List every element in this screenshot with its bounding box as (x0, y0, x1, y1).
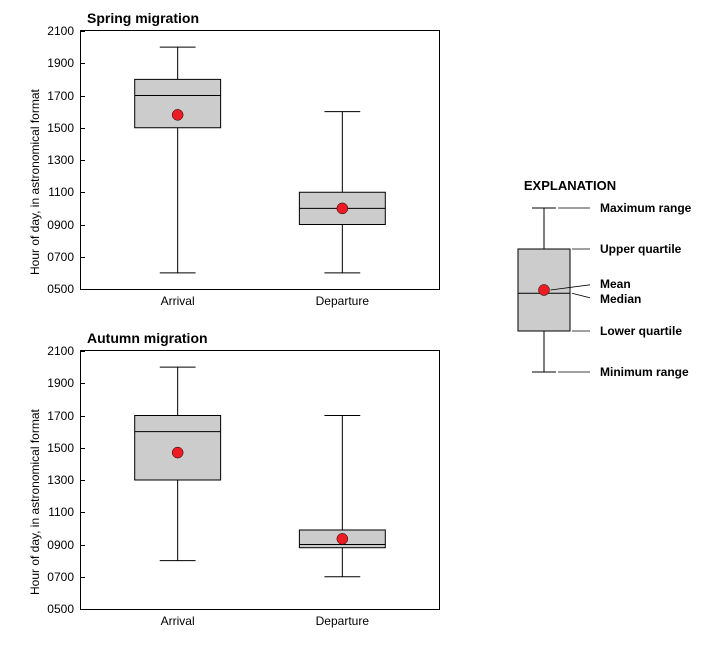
y-tick-label: 0500 (42, 282, 74, 296)
y-tick-mark (80, 512, 85, 513)
y-tick-mark (80, 609, 85, 610)
y-tick-mark (80, 192, 85, 193)
y-tick-label: 0900 (42, 538, 74, 552)
y-tick-label: 0900 (42, 218, 74, 232)
y-tick-mark (80, 31, 85, 32)
autumn-y-axis-label: Hour of day, in astronomical format (28, 409, 42, 595)
explanation-box: Maximum range Upper quartile Mean Median… (510, 200, 710, 390)
explanation-title: EXPLANATION (510, 178, 630, 193)
autumn-title: Autumn migration (87, 330, 208, 346)
y-tick-label: 1300 (42, 153, 74, 167)
explanation-label-q3: Upper quartile (600, 242, 681, 256)
page-root: { "layout": { "page_w": 724, "page_h": 6… (0, 0, 724, 662)
spring-boxplot-svg (81, 31, 439, 289)
y-tick-label: 0700 (42, 570, 74, 584)
explanation-label-max: Maximum range (600, 201, 691, 215)
y-tick-label: 1900 (42, 376, 74, 390)
y-tick-mark (80, 448, 85, 449)
category-label: Departure (302, 614, 382, 628)
y-tick-label: 2100 (42, 24, 74, 38)
y-tick-label: 1500 (42, 441, 74, 455)
y-tick-label: 1500 (42, 121, 74, 135)
category-label: Arrival (138, 614, 218, 628)
y-tick-mark (80, 383, 85, 384)
y-tick-label: 0500 (42, 602, 74, 616)
spring-plot-frame (80, 30, 440, 290)
y-tick-mark (80, 289, 85, 290)
y-tick-mark (80, 63, 85, 64)
y-tick-label: 1100 (42, 185, 74, 199)
explanation-label-q1: Lower quartile (600, 324, 682, 338)
autumn-plot-frame (80, 350, 440, 610)
y-tick-label: 2100 (42, 344, 74, 358)
y-tick-mark (80, 480, 85, 481)
y-tick-mark (80, 128, 85, 129)
category-label: Arrival (138, 294, 218, 308)
explanation-svg (510, 200, 590, 380)
y-tick-label: 1700 (42, 409, 74, 423)
y-tick-mark (80, 577, 85, 578)
spring-title: Spring migration (87, 10, 199, 26)
y-tick-mark (80, 351, 85, 352)
y-tick-label: 1900 (42, 56, 74, 70)
y-tick-label: 1100 (42, 505, 74, 519)
spring-y-axis-label: Hour of day, in astronomical format (28, 89, 42, 275)
autumn-boxplot-svg (81, 351, 439, 609)
y-tick-label: 1300 (42, 473, 74, 487)
explanation-label-median: Median (600, 292, 641, 306)
y-tick-label: 1700 (42, 89, 74, 103)
y-tick-mark (80, 545, 85, 546)
explanation-label-min: Minimum range (600, 365, 689, 379)
y-tick-mark (80, 257, 85, 258)
y-tick-mark (80, 96, 85, 97)
y-tick-mark (80, 416, 85, 417)
y-tick-mark (80, 225, 85, 226)
category-label: Departure (302, 294, 382, 308)
explanation-label-mean: Mean (600, 277, 631, 291)
y-tick-label: 0700 (42, 250, 74, 264)
y-tick-mark (80, 160, 85, 161)
